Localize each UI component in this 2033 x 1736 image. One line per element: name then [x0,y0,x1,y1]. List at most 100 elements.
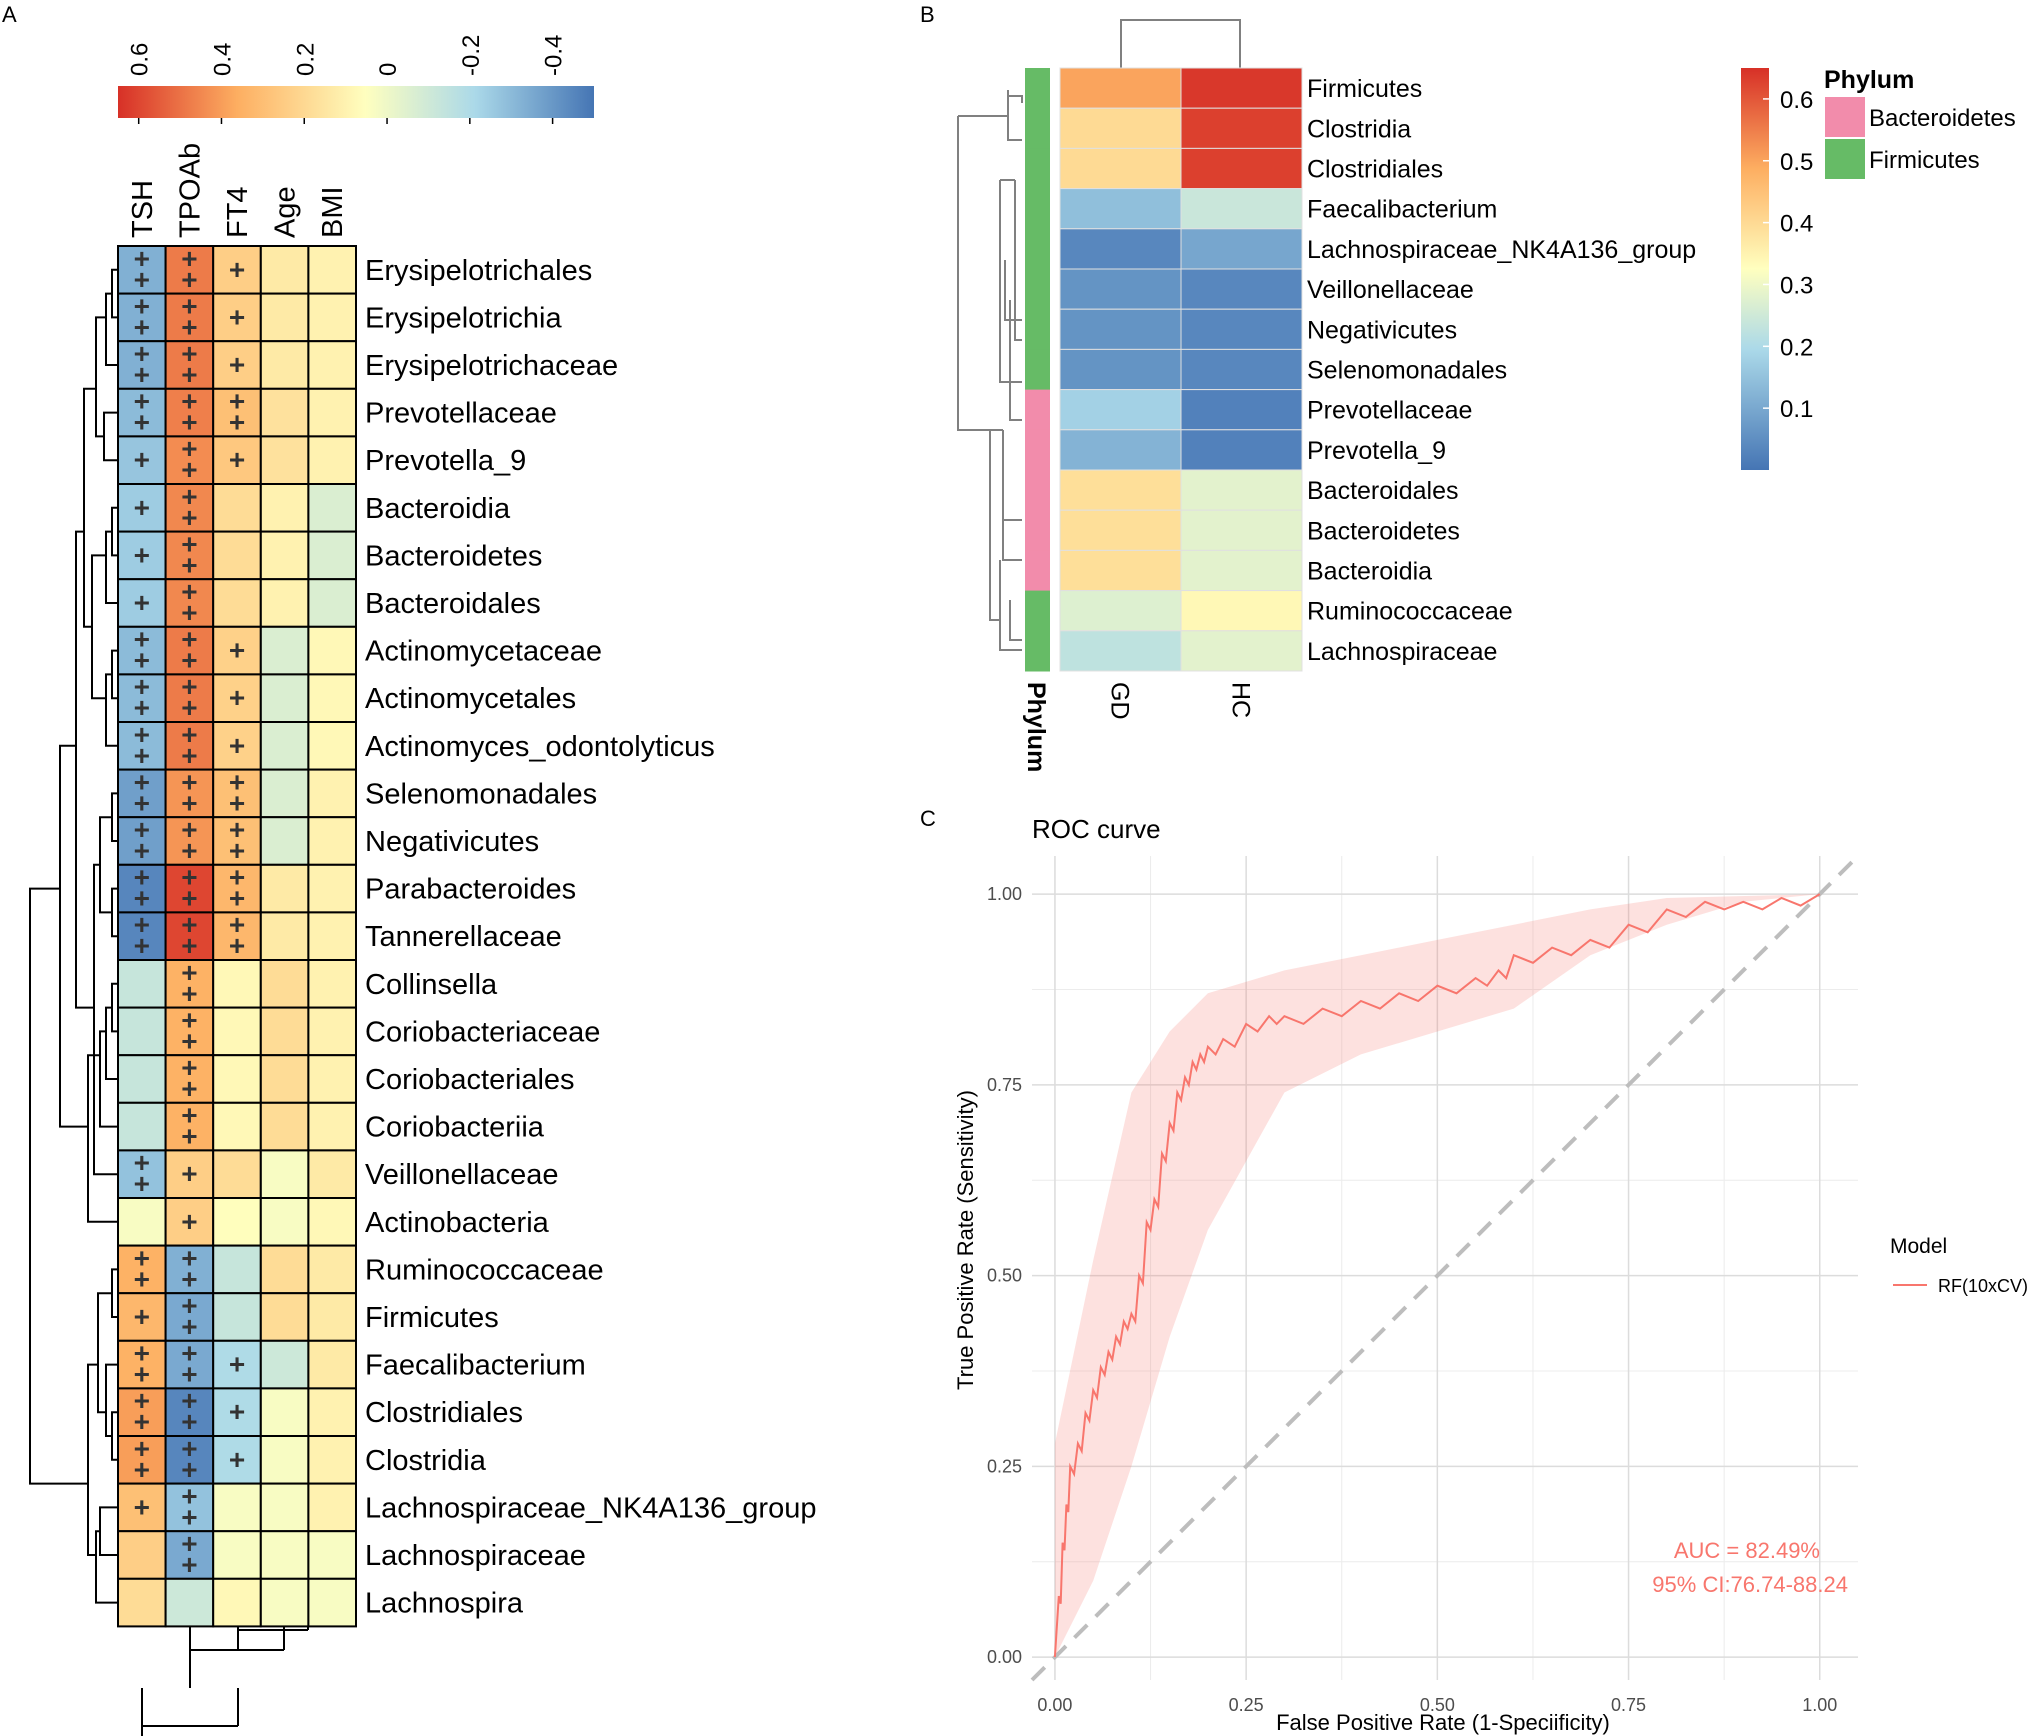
heatmap-a-cell [307,768,357,819]
heatmap-a-cell [307,1197,357,1247]
heatmap-b-row-label: Selenomonadales [1307,357,1507,385]
significance-mark: + [229,730,245,761]
heatmap-a-cell [117,816,167,866]
heatmap-a-cell [164,1387,215,1438]
heatmap-a-cell [307,1577,357,1628]
heatmap-a-cell [307,530,357,581]
heatmap-a-cell [212,578,262,628]
heatmap-a-cell [164,816,215,866]
significance-mark: + [134,814,150,845]
heatmap-a-row-label: Actinomyces_odontolyticus [365,731,715,763]
significance-mark: + [181,454,197,485]
significance-mark: + [134,587,150,618]
significance-mark: + [181,1206,197,1237]
heatmap-a-cell [212,673,262,724]
heatmap-b-cell [1059,228,1182,270]
significance-mark: + [229,1349,245,1380]
significance-mark: + [229,766,245,797]
heatmap-a-cell [212,1054,262,1104]
significance-mark: + [134,492,150,523]
heatmap-a-cell [307,1435,357,1485]
heatmap-a-cell [117,340,167,390]
significance-mark: + [181,433,197,464]
heatmap-b-cell [1180,630,1303,672]
significance-mark: + [181,957,197,988]
heatmap-b-cell [1059,107,1182,149]
heatmap-a-cell [212,1149,262,1200]
heatmap-b-cell [1059,429,1182,471]
significance-mark: + [134,1242,150,1273]
significance-mark: + [181,766,197,797]
heatmap-a-cell [259,483,310,533]
heatmap-a-cell [117,1054,167,1104]
panel-c-roc: 0.00 0.25 0.50 0.75 1.00 0.00 0.25 0.50 0.75 1.00… [953,814,2028,1735]
heatmap-a-cell [117,673,167,724]
significance-mark: + [181,883,197,914]
heatmap-a-cell [212,483,262,533]
significance-mark: + [181,264,197,295]
colorbar-b-tick-label: 0.6 [1780,87,1813,114]
heatmap-a-row-label: Coriobacteriaceae [365,1016,600,1048]
phylum-annotation-cell [1025,228,1050,270]
panel-b-heatmap: Firmicutes Clostridia Clostridiales Faecali… [957,19,2016,772]
roc-x-tick-label: 1.00 [1802,1695,1837,1715]
heatmap-b-cell [1059,509,1182,551]
heatmap-a-cell [307,721,357,771]
heatmap-a-cell [259,578,310,628]
heatmap-a-cell [212,1387,262,1438]
heatmap-a-cell [307,1530,357,1580]
significance-mark: + [134,386,150,417]
heatmap-a-row-label: Clostridiales [365,1397,523,1429]
significance-mark: + [134,407,150,438]
significance-mark: + [181,1121,197,1152]
heatmap-a-cell [259,816,310,866]
significance-mark: + [134,1359,150,1390]
colorbar-a-tick-label: 0 [375,63,402,76]
significance-mark: + [229,1444,245,1475]
heatmap-b-cell [1180,429,1303,471]
heatmap-a-cells: ++++ +++++ +++++ ++++++++ ++ ++ +++ +++ ++++++ ++… [117,243,357,1628]
heatmap-b-cells [1059,67,1303,672]
heatmap-a-row-label: Erysipelotrichales [365,255,592,287]
significance-mark: + [134,1454,150,1485]
heatmap-a-row-label: Bacteroidetes [365,540,542,572]
significance-mark: + [134,338,150,369]
significance-mark: + [181,1073,197,1104]
significance-mark: + [134,1168,150,1199]
heatmap-a-cell [307,1244,357,1295]
heatmap-a-cell [212,816,262,866]
significance-mark: + [181,1359,197,1390]
significance-mark: + [134,787,150,818]
significance-mark: + [181,645,197,676]
significance-mark: + [229,814,245,845]
heatmap-a-cell [259,768,310,819]
colorbar-a-tick-label: 0.4 [209,43,236,76]
heatmap-b-row-label: Clostridia [1307,115,1411,143]
roc-y-tick-label: 0.50 [987,1266,1022,1286]
heatmap-a-row-label: Collinsella [365,969,498,1001]
heatmap-b-cell [1180,188,1303,230]
heatmap-b-cell [1059,630,1182,672]
significance-mark: + [181,930,197,961]
colorbar-a-tick-label: 0.2 [292,43,319,76]
heatmap-a-cell [307,1482,357,1533]
heatmap-a-cell [212,1006,262,1057]
heatmap-a-cell [259,1006,310,1057]
heatmap-a-row-label: Parabacteroides [365,874,576,906]
heatmap-a-cell [259,1482,310,1533]
heatmap-b-cell [1180,549,1303,592]
heatmap-a-cell [259,292,310,343]
significance-mark: + [134,1433,150,1464]
heatmap-b-row-label: Prevotellaceae [1307,397,1472,425]
heatmap-a-cell [307,1292,357,1342]
heatmap-a-cell [212,1101,262,1152]
significance-mark: + [181,1290,197,1321]
significance-mark: + [181,1100,197,1131]
colorbar-a-ticks: 0.6 0.4 0.2 0 -0.2 -0.4 [127,35,568,124]
heatmap-a-cell [117,1006,167,1057]
heatmap-a-cell [259,1054,310,1104]
significance-mark: + [134,766,150,797]
colorbar-b-tick-label: 0.1 [1780,396,1813,423]
significance-mark: + [181,290,197,321]
heatmap-a-cell [307,959,357,1009]
